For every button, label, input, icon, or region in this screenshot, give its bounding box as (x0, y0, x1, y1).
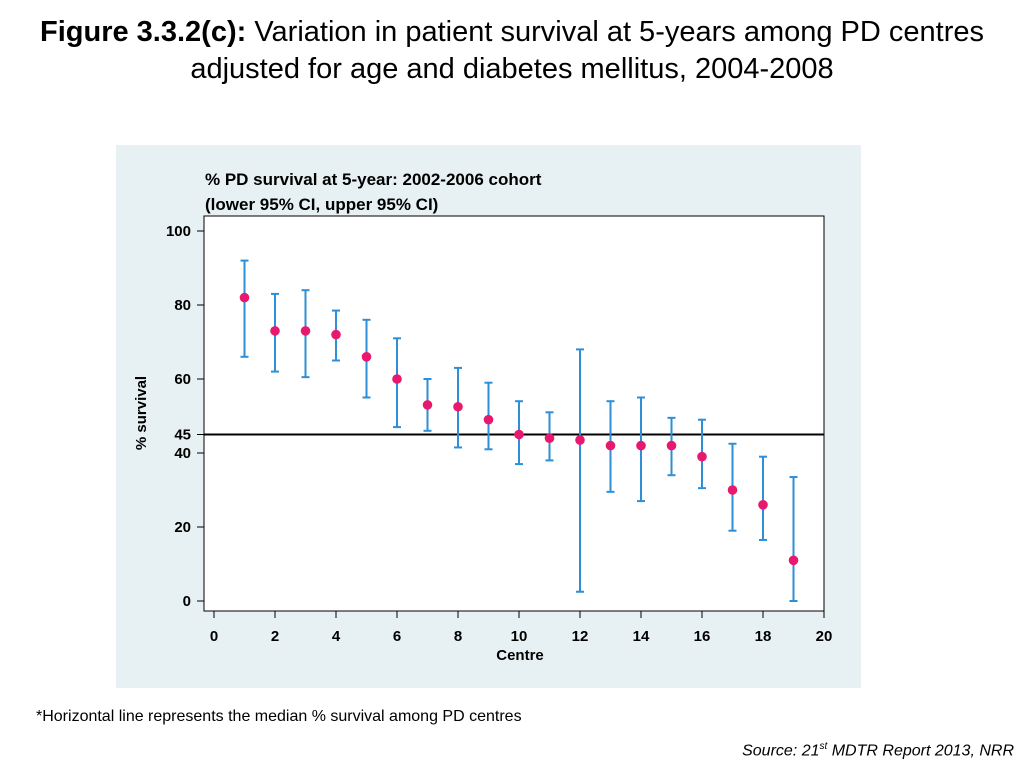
data-point (453, 401, 463, 412)
chart-title-line2: (lower 95% CI, upper 95% CI) (205, 195, 438, 214)
data-point (575, 435, 585, 445)
centre-7-group (422, 378, 433, 432)
centre-16-group (697, 418, 707, 490)
data-point (331, 329, 341, 340)
centre-14-group (636, 396, 646, 503)
x-tick-label: 14 (633, 628, 650, 645)
centre-5-group (361, 318, 372, 399)
data-point (697, 451, 707, 462)
source-sup: st (819, 741, 828, 752)
data-point (422, 400, 433, 410)
source-note: Source: 21st MDTR Report 2013, NRR (742, 741, 1014, 760)
y-axis-label: % survival (133, 376, 150, 450)
y-tick-label: 100 (166, 223, 191, 240)
data-point (361, 352, 372, 362)
x-axis-label: Centre (496, 647, 544, 664)
chart-title-line1: % PD survival at 5-year: 2002-2006 cohor… (205, 170, 542, 189)
data-point (514, 429, 524, 440)
data-point (727, 485, 738, 495)
centre-1-group (239, 259, 250, 358)
source-prefix: Source: 21 (742, 742, 820, 760)
data-point (544, 433, 555, 444)
centre-10-group (514, 400, 524, 466)
centre-11-group (544, 411, 555, 462)
x-tick-label: 12 (572, 628, 589, 645)
centre-9-group (483, 381, 494, 451)
centre-18-group (758, 455, 768, 541)
centre-19-group (788, 476, 799, 602)
data-point (239, 292, 250, 303)
axes-layer: 0 20 40 60 80 100 0 2 4 6 8 10 12 14 16 18 20 (166, 223, 832, 645)
median-tick-label: 45 (174, 427, 191, 444)
y-tick-label: 80 (174, 297, 191, 314)
chart-svg: % PD survival at 5-year: 2002-2006 cohor… (133, 170, 832, 664)
centre-2-group (270, 292, 280, 373)
centre-12-group (575, 348, 585, 593)
y-tick-label: 20 (174, 519, 191, 536)
data-point (788, 555, 799, 566)
centre-17-group (727, 442, 738, 532)
x-tick-label: 4 (332, 628, 341, 645)
plot-area (203, 215, 825, 612)
reference-layer: 45 (174, 427, 824, 444)
footnote: *Horizontal line represents the median %… (36, 708, 522, 725)
data-point (300, 326, 311, 336)
y-tick-label: 40 (174, 445, 191, 462)
x-tick-label: 2 (271, 628, 279, 645)
chart-panel: % PD survival at 5-year: 2002-2006 cohor… (116, 145, 861, 688)
centre-4-group (331, 309, 341, 362)
x-tick-label: 0 (210, 628, 218, 645)
x-tick-label: 20 (816, 628, 833, 645)
figure-title-text: Variation in patient survival at 5-years… (190, 16, 984, 85)
centre-13-group (605, 400, 616, 493)
data-point (666, 440, 677, 451)
data-point (758, 500, 768, 510)
x-tick-label: 6 (393, 628, 401, 645)
x-tick-label: 10 (511, 628, 528, 645)
centre-6-group (392, 337, 402, 429)
source-suffix: MDTR Report 2013, NRR (827, 742, 1014, 760)
data-point (270, 326, 280, 336)
centre-15-group (666, 416, 677, 477)
data-point (483, 414, 494, 425)
x-tick-label: 16 (694, 628, 711, 645)
y-tick-label: 0 (183, 593, 191, 610)
data-layer (239, 259, 799, 602)
figure-label: Figure 3.3.2(c): (40, 16, 247, 48)
data-point (392, 374, 402, 384)
centre-8-group (453, 366, 463, 449)
x-tick-label: 8 (454, 628, 462, 645)
slide-title: Figure 3.3.2(c): Variation in patient su… (0, 14, 1024, 88)
x-tick-label: 18 (755, 628, 772, 645)
data-point (605, 440, 616, 451)
y-tick-label: 60 (174, 371, 191, 388)
data-point (636, 440, 646, 451)
centre-3-group (300, 289, 311, 379)
